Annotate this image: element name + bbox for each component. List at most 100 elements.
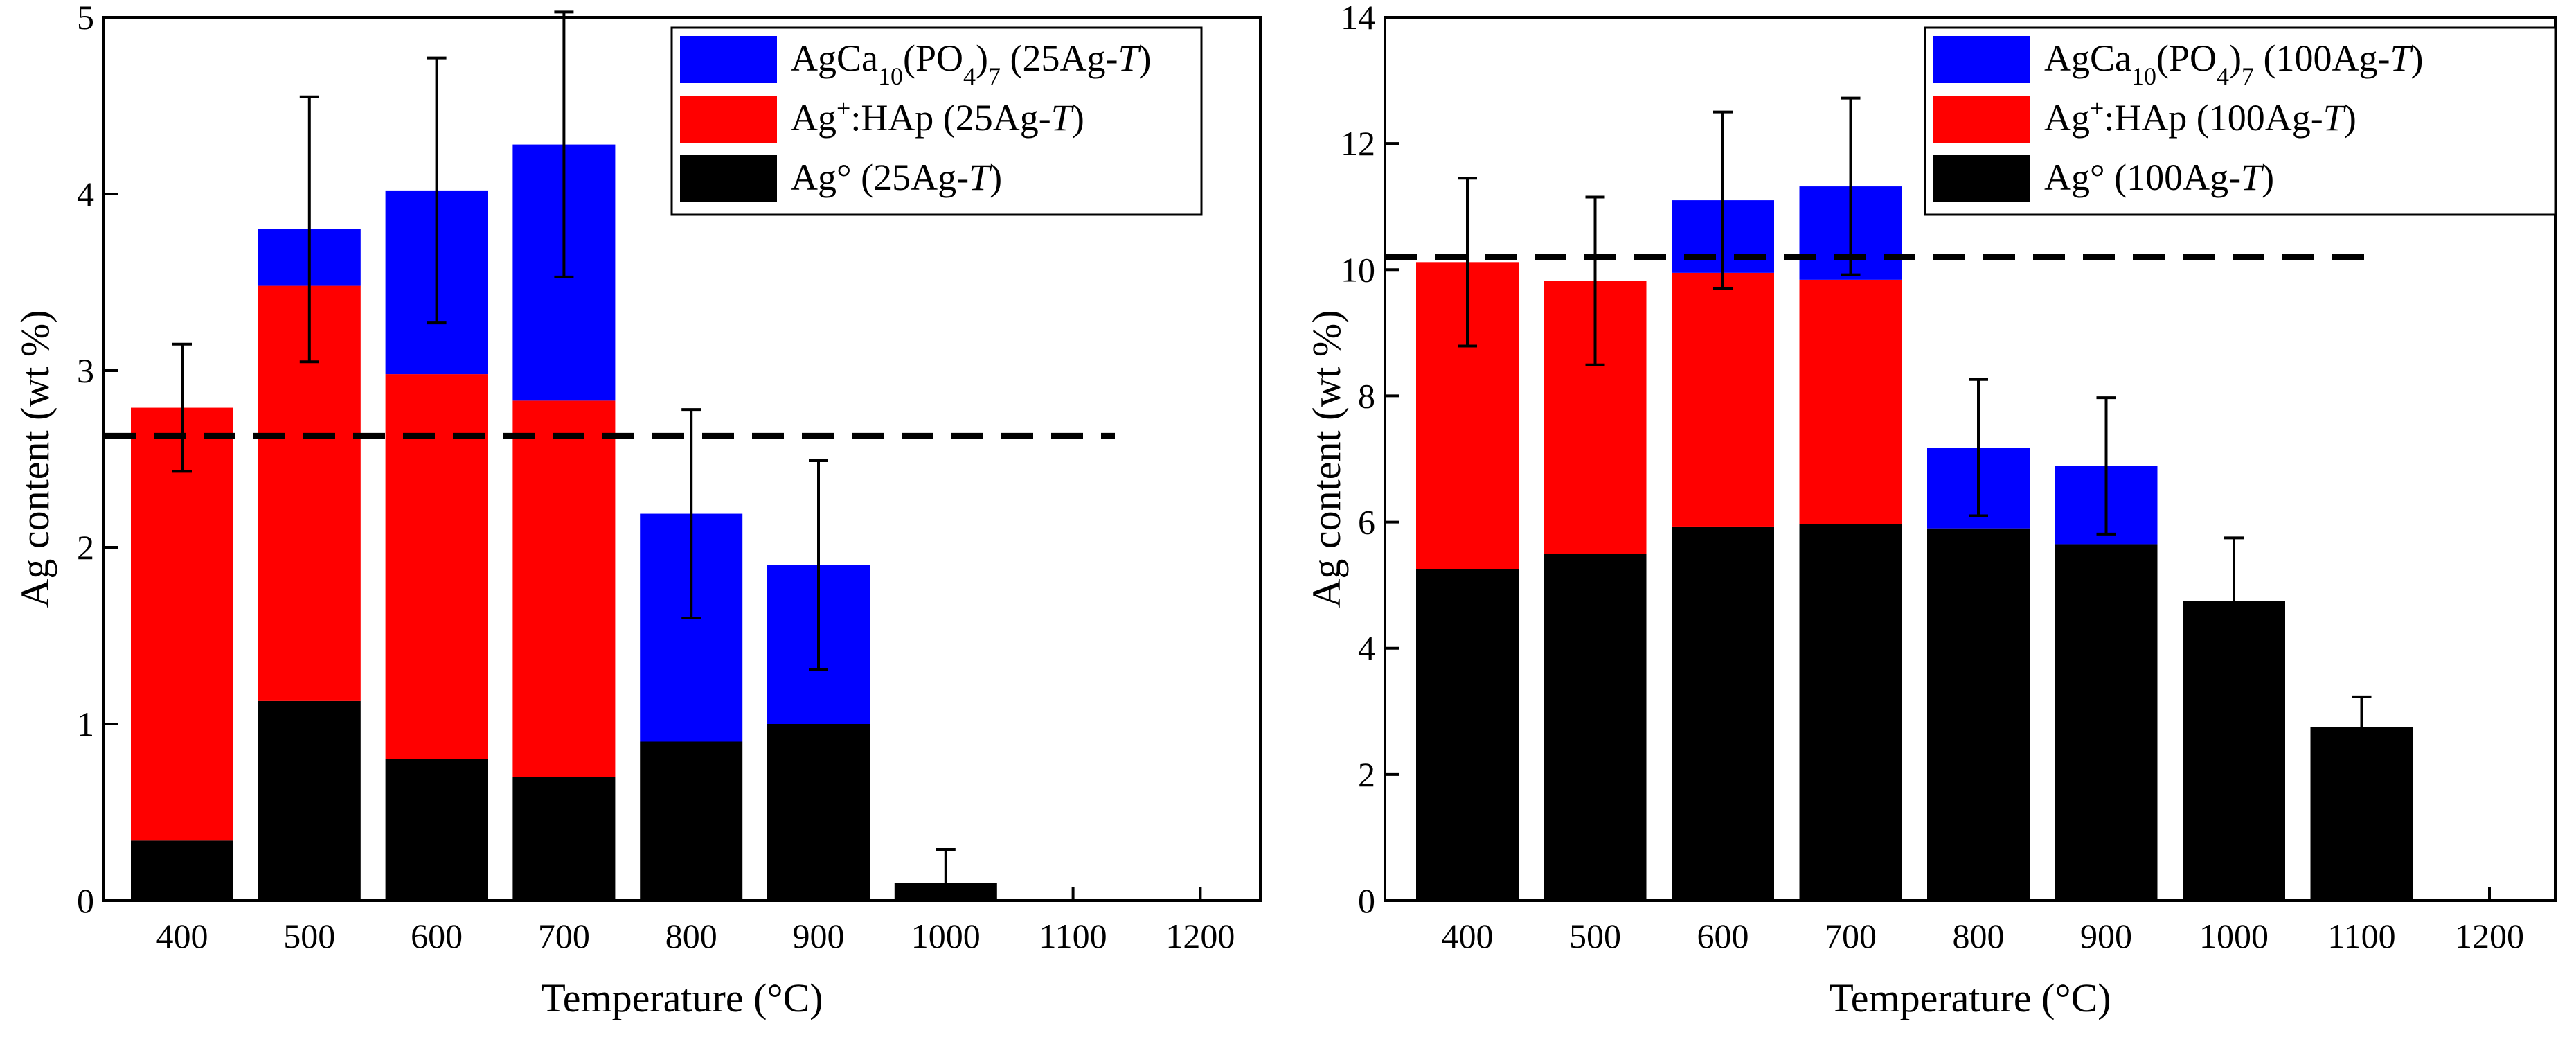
legend-label: Ag+:HAp (25Ag-T)	[791, 94, 1084, 139]
x-tick-label: 500	[283, 917, 335, 955]
legend-label-sub: 10	[878, 62, 903, 90]
legend-label-text: (PO	[903, 37, 963, 79]
legend-label-text: AgCa	[2044, 37, 2131, 79]
error-bar-500	[299, 95, 319, 364]
y-tick-label: 12	[1341, 124, 1375, 163]
bar-ag0-700	[512, 777, 616, 901]
x-tick-label: 500	[1569, 917, 1621, 955]
plot-frame	[1384, 16, 2557, 902]
legend-swatch	[1933, 36, 2030, 83]
y-tick-label: 2	[1358, 755, 1375, 794]
legend-label-text: )	[1072, 97, 1084, 139]
legend-label-text: :HAp (25Ag-	[850, 97, 1050, 139]
x-tick-label: 700	[538, 917, 590, 955]
legend-swatch	[1933, 155, 2030, 202]
legend-label-text: Ag° (25Ag-	[791, 157, 969, 198]
error-bar-1000	[2224, 536, 2244, 666]
legend-label: Ag° (25Ag-T)	[791, 157, 1002, 198]
bar-ag0-600	[385, 759, 488, 901]
legend-label-italic: T	[1051, 97, 1075, 139]
y-tick-label: 14	[1341, 0, 1375, 37]
legend-label-text: )	[976, 37, 988, 79]
y-axis-title: Ag content (wt %)	[1304, 310, 1349, 608]
bar-ag0-900	[2055, 544, 2158, 901]
legend-label-text: )	[1139, 37, 1152, 79]
y-tick-label: 2	[77, 528, 94, 567]
legend-label: AgCa10(PO4)7 (100Ag-T)	[2044, 37, 2423, 90]
x-tick-label: 900	[793, 917, 845, 955]
legend: AgCa10(PO4)7 (25Ag-T)Ag+:HAp (25Ag-T)Ag°…	[670, 26, 1203, 216]
error-bar-500	[1585, 195, 1605, 366]
bar-ag0-700	[1799, 524, 1902, 901]
bar-ag-hap-600	[1672, 272, 1774, 527]
legend-label-text: )	[2344, 97, 2356, 139]
bar-ag0-500	[1544, 554, 1647, 901]
error-bar-1100	[2352, 695, 2372, 759]
bar-ag-hap-600	[385, 374, 488, 759]
x-axis-title: Temperature (°C)	[1829, 975, 2111, 1020]
bar-ag0-500	[258, 700, 361, 901]
x-axis-title: Temperature (°C)	[541, 975, 823, 1020]
legend-label-text: Ag	[791, 97, 837, 139]
error-bar-900	[2096, 396, 2116, 536]
legend-swatch	[1933, 96, 2030, 143]
x-tick-label: 600	[411, 917, 463, 955]
legend-label-sub: 4	[963, 62, 976, 90]
legend-label-text: AgCa	[791, 37, 878, 79]
bar-ag0-900	[767, 724, 870, 901]
legend-label-sub: 10	[2131, 62, 2156, 90]
y-tick-label: 3	[77, 351, 94, 390]
x-tick-label: 1100	[1039, 917, 1107, 955]
right-chart-panel: 0 2 4 6 8 10 12 14 400 500 600 700 800 900 1000 1100 120…	[1304, 0, 2557, 1020]
x-tick-label: 400	[1442, 917, 1494, 955]
x-tick-label: 1100	[2327, 917, 2395, 955]
error-bar-800	[681, 408, 701, 619]
legend-swatch	[680, 155, 777, 202]
error-bar-900	[809, 459, 828, 671]
legend-label-text: )	[2411, 37, 2424, 79]
error-bar-700	[554, 10, 574, 278]
x-tick-label: 700	[1825, 917, 1877, 955]
x-tick-label: 900	[2080, 917, 2132, 955]
x-tick-label: 1000	[2199, 917, 2269, 955]
y-tick-label: 6	[1358, 503, 1375, 542]
x-tick-label: 1000	[911, 917, 981, 955]
bar-ag0-800	[1927, 528, 2030, 901]
x-tick-label: 800	[665, 917, 717, 955]
bar-ag-hap-400	[131, 407, 233, 841]
bar-ag-hap-700	[512, 400, 616, 777]
y-tick-label: 1	[77, 705, 94, 743]
legend-label-text: )	[2262, 157, 2274, 198]
legend-label-italic: T	[2241, 157, 2264, 198]
legend-label: Ag° (100Ag-T)	[2044, 157, 2274, 198]
legend-label-italic: T	[2323, 97, 2347, 139]
legend: AgCa10(PO4)7 (100Ag-T)Ag+:HAp (100Ag-T)A…	[1924, 26, 2557, 216]
y-tick-label: 10	[1341, 250, 1375, 289]
bar-ag-hap-700	[1799, 279, 1902, 524]
error-bar-700	[1841, 96, 1861, 276]
plot-frame	[102, 16, 1262, 902]
bar-ag0-600	[1672, 526, 1774, 901]
y-tick-label: 4	[1358, 629, 1375, 668]
y-tick-label: 4	[77, 175, 94, 213]
legend-label-italic: T	[1118, 37, 1141, 79]
y-tick-label: 8	[1358, 376, 1375, 415]
error-bar-800	[1969, 378, 1988, 517]
x-tick-label: 800	[1953, 917, 2005, 955]
legend-label-text: )	[2229, 37, 2242, 79]
error-bar-400	[1458, 177, 1477, 348]
error-bar-600	[1713, 110, 1733, 290]
legend-swatch	[680, 96, 777, 143]
x-tick-label: 1200	[1165, 917, 1235, 955]
x-tick-label: 400	[156, 917, 208, 955]
legend-label-italic: T	[2390, 37, 2413, 79]
error-bar-400	[172, 342, 192, 473]
legend-label-sub: 7	[2242, 62, 2254, 90]
legend-label-text: (100Ag-	[2254, 37, 2390, 79]
y-tick-label: 0	[1358, 881, 1375, 920]
legend-label-text: (PO	[2156, 37, 2217, 79]
legend-label-sup: +	[837, 94, 850, 122]
bar-ag0-400	[1416, 569, 1519, 901]
legend-label-text: Ag° (100Ag-	[2044, 157, 2241, 198]
